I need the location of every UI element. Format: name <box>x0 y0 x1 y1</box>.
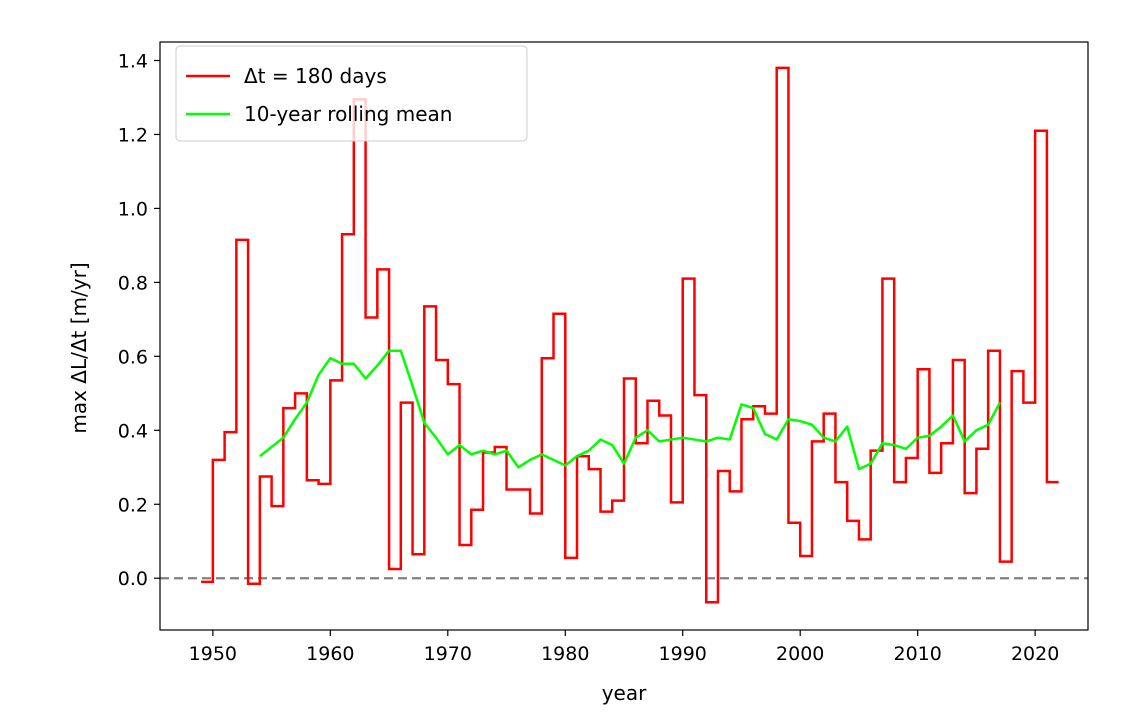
x-tick-label: 1990 <box>659 643 707 665</box>
series-rolling-mean-line <box>259 349 1002 471</box>
legend-entry-red: Δt = 180 days <box>244 64 387 88</box>
x-tick-label: 1970 <box>424 643 472 665</box>
y-tick-label: 0.0 <box>118 568 148 590</box>
y-tick-label: 0.4 <box>118 420 148 442</box>
y-tick-label: 1.4 <box>118 50 148 72</box>
y-tick-label: 0.2 <box>118 494 148 516</box>
x-tick-label: 1950 <box>189 643 237 665</box>
x-tick-label: 1960 <box>306 643 354 665</box>
x-axis-label: year <box>602 681 647 705</box>
y-axis-label: max ΔL/Δt [m/yr] <box>67 262 91 433</box>
y-tick-label: 1.0 <box>118 198 148 220</box>
x-tick-label: 1980 <box>541 643 589 665</box>
legend-entry-green: 10-year rolling mean <box>244 102 452 126</box>
y-tick-label: 0.6 <box>118 346 148 368</box>
plot-area <box>160 66 1088 604</box>
x-tick-label: 2000 <box>776 643 824 665</box>
y-tick-label: 0.8 <box>118 272 148 294</box>
legend-box <box>175 45 528 142</box>
x-axis-ticks: 1950 1960 1970 1980 1990 2000 2010 2020 <box>189 630 1059 665</box>
x-tick-label: 2020 <box>1011 643 1059 665</box>
y-axis-ticks: 0.0 0.2 0.4 0.6 0.8 1.0 1.2 1.4 <box>118 50 160 590</box>
plot-frame <box>159 41 1089 631</box>
legend: Δt = 180 days 10-year rolling mean <box>175 45 528 142</box>
x-tick-label: 2010 <box>893 643 941 665</box>
series-step-line <box>201 66 1059 604</box>
y-tick-label: 1.2 <box>118 124 148 146</box>
